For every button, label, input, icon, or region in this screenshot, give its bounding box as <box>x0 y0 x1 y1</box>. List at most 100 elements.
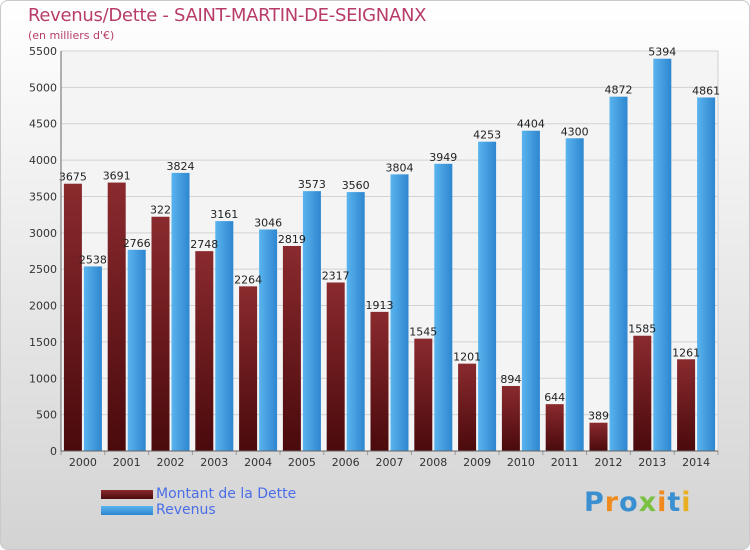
bar-revenue <box>215 221 234 451</box>
bar-revenue <box>478 141 497 451</box>
data-label-revenue: 4300 <box>561 125 589 138</box>
data-label-debt: 1545 <box>409 326 437 339</box>
legend-label-revenue: Revenus <box>156 502 216 518</box>
data-label-debt: 894 <box>500 373 521 386</box>
x-tick-label: 2000 <box>69 456 97 469</box>
data-label-revenue: 3804 <box>386 161 414 174</box>
y-tick-label: 2000 <box>29 300 57 313</box>
x-tick-label: 2009 <box>463 456 491 469</box>
bar-revenue <box>697 97 716 452</box>
y-tick-label: 4500 <box>29 118 57 131</box>
y-tick-label: 5000 <box>29 81 57 94</box>
x-tick-label: 2010 <box>507 456 535 469</box>
y-tick-label: 0 <box>50 445 57 458</box>
data-label-revenue: 2538 <box>79 253 107 266</box>
data-label-debt: 2748 <box>190 238 218 251</box>
data-label-revenue: 4861 <box>692 84 720 97</box>
data-label-debt: 2819 <box>278 233 306 246</box>
data-label-debt: 3675 <box>59 171 87 184</box>
bar-revenue <box>346 192 365 451</box>
bar-revenue <box>609 96 628 451</box>
logo-letter: r <box>604 487 620 518</box>
bar-debt <box>370 311 389 451</box>
bar-debt <box>677 359 696 451</box>
bar-debt <box>458 363 477 451</box>
bar-debt <box>195 251 214 451</box>
legend-swatch-debt <box>101 490 153 499</box>
data-label-debt: 2317 <box>322 269 350 282</box>
bar-debt <box>151 216 170 451</box>
data-label-revenue: 3161 <box>210 208 238 221</box>
bar-revenue <box>565 138 584 452</box>
data-label-revenue: 3573 <box>298 178 326 191</box>
y-tick-label: 2500 <box>29 263 57 276</box>
y-tick-label: 3500 <box>29 190 57 203</box>
y-tick-label: 5500 <box>29 45 57 58</box>
data-label-debt: 1201 <box>453 351 481 364</box>
data-label-revenue: 4253 <box>473 129 501 142</box>
x-tick-label: 2004 <box>244 456 272 469</box>
legend-swatch-revenue <box>101 506 153 515</box>
bar-revenue <box>127 249 146 451</box>
y-tick-label: 1500 <box>29 336 57 349</box>
data-label-debt: 3691 <box>103 170 131 183</box>
data-label-debt: 1261 <box>672 346 700 359</box>
x-tick-label: 2005 <box>288 456 316 469</box>
x-tick-label: 2013 <box>638 456 666 469</box>
bar-revenue <box>653 58 672 451</box>
data-label-revenue: 3949 <box>429 151 457 164</box>
chart-title: Revenus/Dette - SAINT-MARTIN-DE-SEIGNANX <box>28 5 427 26</box>
y-tick-label: 4000 <box>29 154 57 167</box>
data-label-revenue: 3824 <box>167 160 195 173</box>
data-label-revenue: 4872 <box>605 84 633 97</box>
bar-debt <box>633 335 652 451</box>
y-tick-label: 500 <box>36 409 57 422</box>
logo-letter: t <box>667 487 682 518</box>
bar-revenue <box>521 130 540 451</box>
bar-revenue <box>302 191 321 452</box>
logo-letter: i <box>681 487 692 518</box>
bar-revenue <box>390 174 409 451</box>
data-label-revenue: 3046 <box>254 216 282 229</box>
x-tick-label: 2012 <box>595 456 623 469</box>
y-tick-label: 3000 <box>29 227 57 240</box>
data-label-debt: 1913 <box>366 299 394 312</box>
proxiti-logo: Proxiti <box>584 487 692 518</box>
y-tick-label: 1000 <box>29 372 57 385</box>
data-label-revenue: 5394 <box>648 46 676 59</box>
logo-letter: i <box>657 487 668 518</box>
chart-subtitle: (en milliers d'€) <box>28 29 115 42</box>
bar-debt <box>414 338 433 451</box>
bar-revenue <box>171 172 190 451</box>
bar-debt <box>545 404 564 451</box>
x-tick-label: 2003 <box>200 456 228 469</box>
logo-letter: o <box>619 487 639 518</box>
logo-letter: P <box>584 487 605 518</box>
data-label-debt: 2264 <box>234 273 262 286</box>
data-label-revenue: 4404 <box>517 118 545 131</box>
bar-revenue <box>83 266 102 451</box>
x-tick-label: 2001 <box>113 456 141 469</box>
logo-letter: x <box>638 487 658 518</box>
data-label-debt: 644 <box>544 391 565 404</box>
x-tick-label: 2011 <box>551 456 579 469</box>
bar-debt <box>326 282 345 451</box>
data-label-debt: 1585 <box>628 323 656 336</box>
bar-debt <box>501 385 520 451</box>
plot-area <box>60 50 719 452</box>
legend-label-debt: Montant de la Dette <box>156 486 297 502</box>
x-tick-label: 2002 <box>157 456 185 469</box>
x-tick-label: 2006 <box>332 456 360 469</box>
bar-debt <box>63 183 82 451</box>
bar-debt <box>282 245 301 451</box>
data-label-debt: 322 <box>150 204 171 217</box>
x-tick-label: 2008 <box>419 456 447 469</box>
data-label-debt: 389 <box>588 410 609 423</box>
bar-debt <box>107 182 126 451</box>
data-label-revenue: 3560 <box>342 179 370 192</box>
bar-revenue <box>434 163 453 452</box>
bar-debt <box>589 422 608 451</box>
x-tick-label: 2014 <box>682 456 710 469</box>
